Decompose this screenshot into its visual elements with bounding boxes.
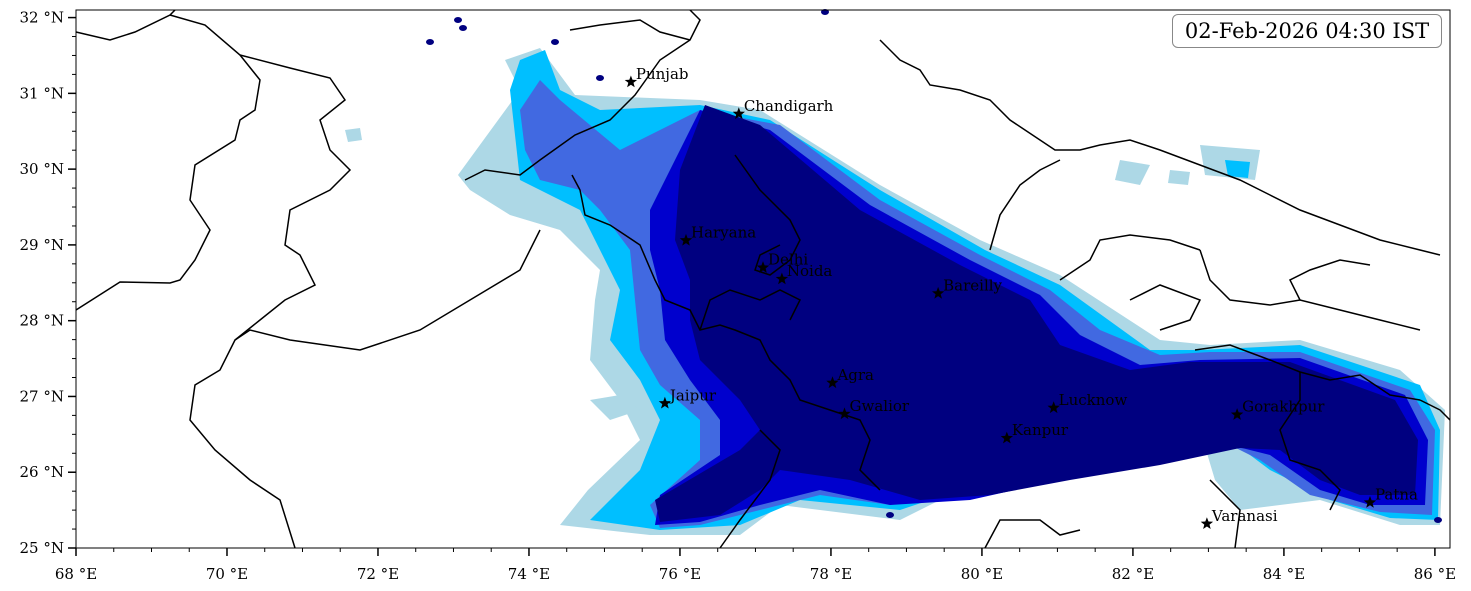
border-line-8 <box>699 289 802 331</box>
border-line-3 <box>464 9 701 181</box>
lay1-region-4 <box>1168 170 1190 185</box>
y-tick-label: 30 °N <box>20 160 64 178</box>
x-tick-label: 84 °E <box>1263 565 1305 583</box>
city-marker-patna <box>1363 496 1377 508</box>
y-tick-label: 25 °N <box>20 539 64 557</box>
city-label-noida: Noida <box>787 262 833 280</box>
border-line-7 <box>734 154 801 276</box>
border-line-4 <box>569 19 691 41</box>
city-marker-delhi <box>756 261 770 273</box>
border-line-5 <box>234 229 541 351</box>
city-marker-haryana <box>679 233 693 246</box>
x-tick-label: 74 °E <box>508 565 550 583</box>
axis-ticks: 68 °E 70 °E 72 °E 74 °E 76 °E 78 °E 80 °E 82 °E… <box>20 9 1457 583</box>
lay5-region-0 <box>655 105 1418 522</box>
x-tick-label: 86 °E <box>1414 565 1456 583</box>
city-label-jaipur: Jaipur <box>668 386 717 404</box>
city-marker-bareilly <box>932 286 945 299</box>
timestamp-badge: 02-Feb-2026 04:30 IST <box>1172 14 1442 48</box>
border-line-11 <box>1059 234 1201 281</box>
border-line-0 <box>75 9 176 41</box>
y-tick-label: 32 °N <box>20 9 64 27</box>
plot-frame <box>75 9 1451 549</box>
border-line-9 <box>879 39 1441 256</box>
city-label-chandigarh: Chandigarh <box>744 97 834 115</box>
storm-cell-6 <box>1434 517 1442 523</box>
x-tick-label: 78 °E <box>810 565 852 583</box>
border-line-14 <box>1288 259 1371 301</box>
city-marker-jaipur <box>658 396 671 409</box>
city-label-lucknow: Lucknow <box>1059 391 1128 409</box>
city-marker-lucknow <box>1047 401 1060 414</box>
lay1-region-1 <box>590 395 640 420</box>
storm-cell-4 <box>551 39 559 45</box>
city-marker-agra <box>826 376 839 389</box>
lay1-region-3 <box>1115 160 1150 185</box>
border-line-10 <box>989 159 1061 251</box>
city-label-kanpur: Kanpur <box>1012 421 1069 439</box>
y-tick-label: 31 °N <box>20 84 64 102</box>
border-line-16 <box>1279 372 1341 511</box>
border-line-15 <box>1194 344 1421 401</box>
city-marker-chandigarh <box>732 107 745 120</box>
city-label-delhi: Delhi <box>768 251 808 269</box>
city-marker-gorakhpur <box>1230 408 1244 420</box>
lay2-region-1 <box>1225 160 1250 178</box>
city-marker-kanpur <box>1000 431 1013 444</box>
border-line-13 <box>1129 284 1202 331</box>
city-marker-varanasi <box>1200 517 1214 529</box>
border-line-6 <box>571 174 881 491</box>
storm-cell-7 <box>886 512 894 518</box>
x-tick-label: 82 °E <box>1112 565 1154 583</box>
city-marker-gwalior <box>838 407 851 420</box>
city-label-gwalior: Gwalior <box>850 397 910 415</box>
x-tick-label: 72 °E <box>357 565 399 583</box>
city-label-varanasi: Varanasi <box>1211 507 1278 525</box>
border-line-12 <box>1199 249 1421 331</box>
border-line-20 <box>719 429 781 549</box>
y-tick-label: 26 °N <box>20 463 64 481</box>
storm-cell-0 <box>596 75 604 81</box>
border-line-18 <box>984 519 1081 549</box>
y-tick-label: 27 °N <box>20 387 64 405</box>
city-label-haryana: Haryana <box>691 223 756 241</box>
y-tick-label: 28 °N <box>20 312 64 330</box>
contour-layer-navy <box>426 9 1442 523</box>
x-tick-label: 68 °E <box>55 565 97 583</box>
boundary-lines <box>75 9 1451 549</box>
storm-cell-2 <box>454 17 462 23</box>
city-marker-punjab <box>624 75 638 88</box>
lay1-region-5 <box>345 128 362 142</box>
city-label-bareilly: Bareilly <box>943 276 1002 294</box>
city-label-agra: Agra <box>836 366 874 384</box>
border-line-2 <box>189 54 352 549</box>
city-marker-noida <box>775 272 789 285</box>
border-line-17 <box>1209 479 1241 549</box>
x-tick-label: 76 °E <box>659 565 701 583</box>
city-label-patna: Patna <box>1375 486 1418 504</box>
x-tick-label: 70 °E <box>206 565 248 583</box>
storm-cell-3 <box>459 25 467 31</box>
storm-cell-1 <box>426 39 434 45</box>
border-line-19 <box>1419 399 1451 421</box>
border-line-1 <box>75 14 261 311</box>
city-label-punjab: Punjab <box>636 65 689 83</box>
y-tick-label: 29 °N <box>20 236 64 254</box>
city-label-gorakhpur: Gorakhpur <box>1242 398 1325 416</box>
x-tick-label: 80 °E <box>961 565 1003 583</box>
